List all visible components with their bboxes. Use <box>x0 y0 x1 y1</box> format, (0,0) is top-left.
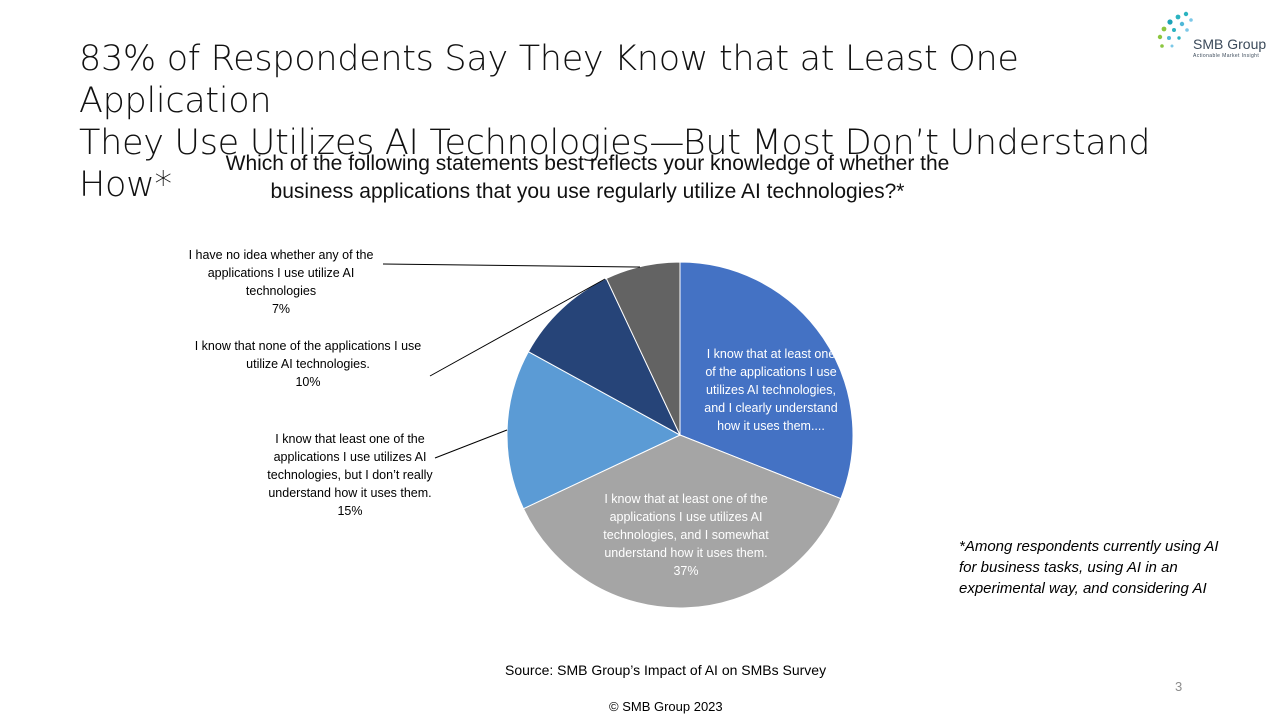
slice-label-1: I know that at least one of the applicati… <box>704 347 837 433</box>
slide-title-line-1: 83% of Respondents Say They Know that at… <box>79 39 1019 121</box>
logo-name: SMB Group <box>1193 36 1267 52</box>
logo-tagline: Actionable Market Insight <box>1193 53 1260 59</box>
pie-slice-3 <box>506 350 682 510</box>
smb-group-logo: SMB Group Actionable Market Insight <box>1156 10 1278 60</box>
pie-slice-1 <box>679 261 854 500</box>
pie-slice-2 <box>522 434 842 609</box>
leader-line-4 <box>429 278 606 377</box>
pie-slice-5 <box>605 261 681 436</box>
copyright: © SMB Group 2023 <box>609 699 723 714</box>
survey-question-line-1: Which of the following statements best r… <box>225 152 950 175</box>
slide-title-line-2: They Use Utilizes AI Technologies—But Mo… <box>79 123 1151 205</box>
slide-title: 83% of Respondents Say They Know that at… <box>79 38 1179 206</box>
page-number: 3 <box>1175 679 1183 694</box>
slice-label-5: I have no idea whether any of the applica… <box>189 248 374 316</box>
survey-question: Which of the following statements best r… <box>140 150 1035 206</box>
source-citation: Source: SMB Group’s Impact of AI on SMBs… <box>505 662 827 678</box>
leader-line-5 <box>382 263 641 268</box>
slice-label-3: I know that least one of the applications… <box>267 432 433 518</box>
leader-line-3 <box>434 429 508 459</box>
slice-label-2: I know that at least one of the applicati… <box>603 492 769 578</box>
footnote: *Among respondents currently using AI fo… <box>959 538 1219 597</box>
survey-question-line-2: business applications that you use regul… <box>270 180 905 203</box>
logo-dots-icon <box>1157 11 1193 48</box>
slice-label-4: I know that none of the applications I u… <box>195 339 422 389</box>
